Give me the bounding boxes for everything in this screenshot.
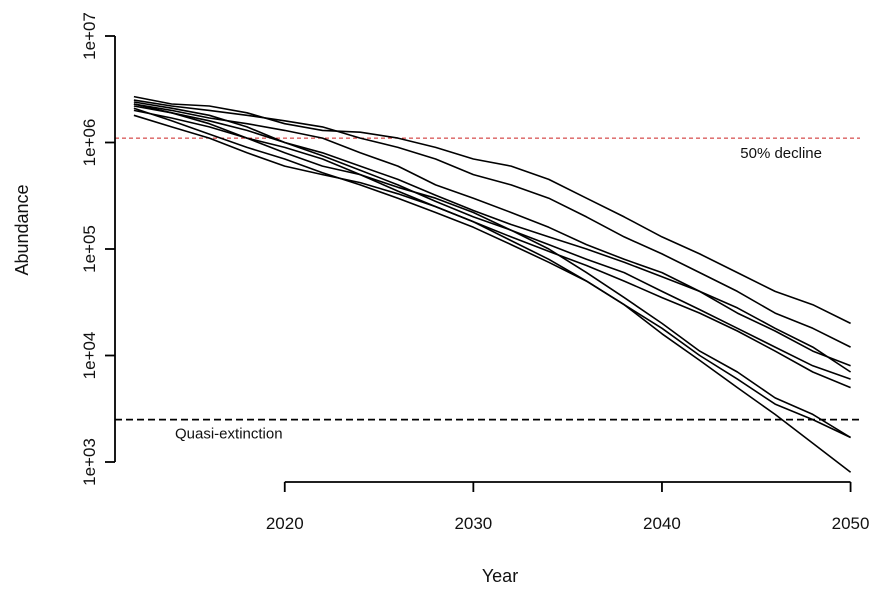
axes: 1e+03 1e+04 1e+05 1e+06 1e+07 2020 2030 2040 205… bbox=[80, 12, 869, 533]
series-lines bbox=[133, 95, 852, 473]
series-line-4 bbox=[133, 105, 852, 373]
y-axis-title: Abundance bbox=[12, 184, 32, 275]
series-line-6 bbox=[133, 101, 851, 380]
series-line-9 bbox=[133, 114, 852, 473]
x-tick-label: 2020 bbox=[266, 514, 304, 533]
series-line-2 bbox=[133, 99, 851, 348]
series-line-7 bbox=[133, 103, 852, 439]
series-line-8 bbox=[133, 107, 851, 439]
series-line-3 bbox=[133, 103, 851, 367]
x-axis-title: Year bbox=[482, 566, 518, 586]
reference-line-label: 50% decline bbox=[740, 145, 822, 162]
reference-line-label: Quasi-extinction bbox=[175, 426, 283, 443]
x-tick-label: 2040 bbox=[643, 514, 681, 533]
y-tick-label: 1e+06 bbox=[80, 119, 99, 167]
x-tick-label: 2050 bbox=[832, 514, 870, 533]
x-tick-label: 2030 bbox=[454, 514, 492, 533]
reference-lines: 50% decline Quasi-extinction bbox=[115, 137, 860, 443]
y-tick-label: 1e+04 bbox=[80, 332, 99, 380]
y-tick-label: 1e+05 bbox=[80, 225, 99, 273]
series-line-5 bbox=[133, 109, 851, 389]
series-line-1 bbox=[133, 95, 851, 325]
y-tick-label: 1e+03 bbox=[80, 438, 99, 486]
y-tick-label: 1e+07 bbox=[80, 12, 99, 60]
